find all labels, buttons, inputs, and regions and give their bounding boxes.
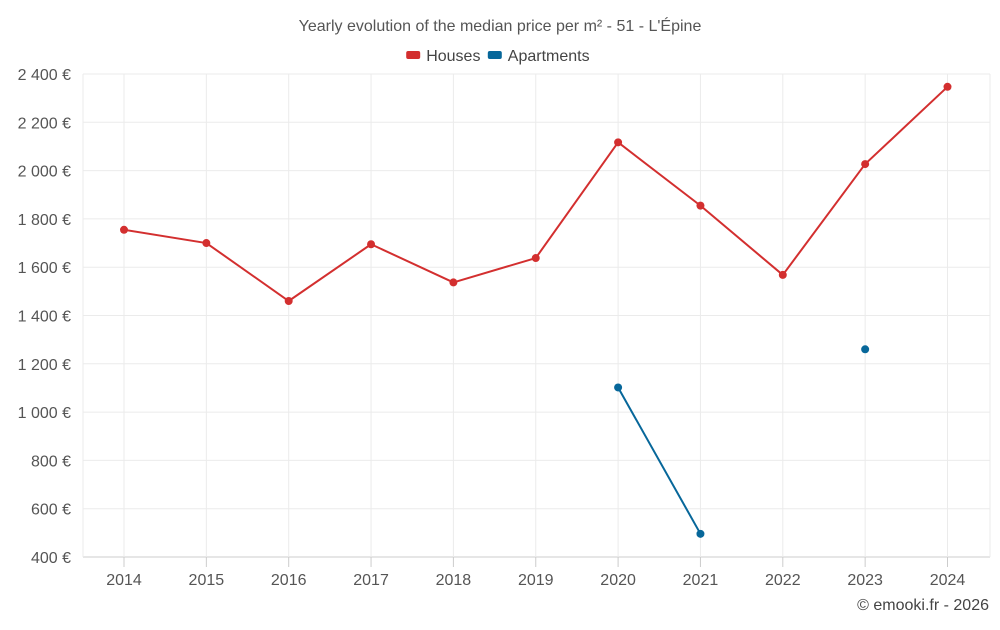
y-tick-label: 600 €: [31, 502, 71, 519]
y-tick-label: 1 600 €: [18, 260, 71, 277]
data-point[interactable]: [531, 254, 540, 263]
data-point[interactable]: [284, 297, 293, 306]
data-point[interactable]: [367, 240, 376, 249]
legend-swatch: [487, 51, 502, 59]
data-point[interactable]: [202, 239, 211, 248]
y-tick-label: 1 400 €: [18, 309, 71, 326]
data-point[interactable]: [614, 138, 623, 147]
x-axis: 2014 2015 2016 2017 2018 2019 2020 2021 2022 2023…: [106, 557, 965, 589]
x-tick-label: 2023: [847, 572, 883, 589]
series-houses: [120, 82, 952, 306]
x-tick-label: 2015: [189, 572, 225, 589]
legend-item-apartments[interactable]: Apartments: [487, 48, 590, 65]
legend-swatch: [406, 51, 421, 59]
x-tick-label: 2022: [765, 572, 801, 589]
y-tick-label: 1 000 €: [18, 405, 71, 422]
y-tick-label: 1 200 €: [18, 357, 71, 374]
chart-title: Yearly evolution of the median price per…: [299, 16, 702, 35]
x-tick-label: 2019: [518, 572, 554, 589]
legend-label: Houses: [426, 48, 480, 65]
series-apartments: [614, 345, 870, 538]
y-tick-label: 2 200 €: [18, 115, 71, 132]
x-tick-label: 2017: [353, 572, 389, 589]
x-tick-label: 2021: [683, 572, 719, 589]
legend-item-houses[interactable]: Houses: [406, 48, 480, 65]
y-tick-label: 2 000 €: [18, 164, 71, 181]
x-tick-label: 2018: [436, 572, 472, 589]
x-tick-label: 2024: [930, 572, 966, 589]
footer-credit: © emooki.fr - 2026: [857, 597, 989, 614]
data-point[interactable]: [778, 270, 787, 279]
data-point[interactable]: [120, 225, 128, 234]
data-point[interactable]: [943, 82, 952, 91]
grid: [82, 73, 991, 558]
y-tick-label: 1 800 €: [18, 212, 71, 229]
data-point[interactable]: [696, 201, 705, 210]
data-point[interactable]: [861, 160, 870, 169]
data-point[interactable]: [696, 529, 705, 538]
data-point[interactable]: [861, 345, 870, 354]
legend: Houses Apartments: [406, 48, 590, 65]
x-tick-label: 2020: [600, 572, 636, 589]
y-axis: 400 € 600 € 800 € 1 000 € 1 200 € 1 400 € 1 60…: [18, 67, 71, 567]
y-tick-label: 400 €: [31, 550, 71, 567]
data-point[interactable]: [614, 383, 623, 392]
series-layer: [120, 82, 952, 538]
series-line: [617, 386, 702, 535]
x-tick-label: 2016: [271, 572, 307, 589]
y-tick-label: 2 400 €: [18, 67, 71, 84]
x-tick-label: 2014: [106, 572, 142, 589]
legend-label: Apartments: [508, 48, 590, 65]
y-tick-label: 800 €: [31, 453, 71, 470]
data-point[interactable]: [449, 278, 458, 287]
